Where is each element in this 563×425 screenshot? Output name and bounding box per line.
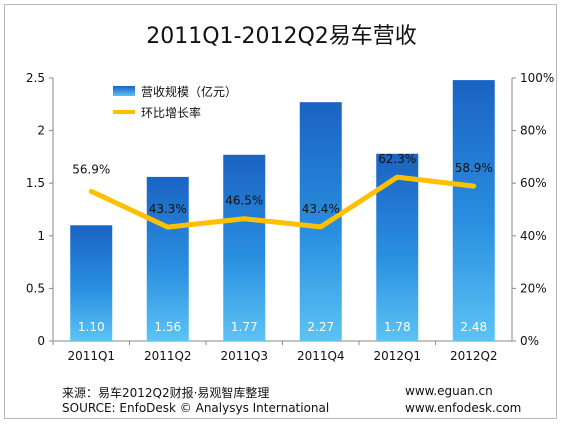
bar-2011Q3	[223, 154, 266, 341]
bar-value-label: 1.78	[384, 320, 411, 334]
growth-rate-label: 43.4%	[302, 202, 340, 216]
y-left-tick-label: 1	[37, 229, 45, 243]
footer-site-eguan: www.eguan.cn	[405, 384, 493, 398]
x-tick-label: 2011Q2	[144, 349, 192, 363]
bar-value-label: 1.77	[231, 320, 258, 334]
y-right-tick-label: 60%	[520, 176, 547, 190]
bar-value-label: 1.10	[78, 320, 105, 334]
x-tick-label: 2012Q1	[373, 349, 421, 363]
legend-line-label: 环比增长率	[141, 105, 201, 120]
x-tick-label: 2011Q3	[220, 349, 268, 363]
y-right-tick-label: 20%	[520, 281, 547, 295]
legend-bar-swatch	[113, 86, 135, 96]
footer-site-enfodesk: www.enfodesk.com	[405, 401, 522, 415]
y-left-tick-label: 0	[37, 334, 45, 348]
bar-value-label: 2.27	[307, 320, 334, 334]
legend-bar-label: 营收规模（亿元）	[141, 84, 237, 99]
x-tick-label: 2012Q2	[450, 349, 498, 363]
y-right-tick-label: 80%	[520, 124, 547, 138]
bar-2011Q2	[146, 176, 189, 341]
growth-rate-label: 58.9%	[455, 161, 493, 175]
chart-title: 2011Q1-2012Q2易车营收	[146, 24, 417, 49]
y-right-tick-label: 0%	[520, 334, 539, 348]
growth-rate-line	[88, 174, 477, 230]
growth-rate-label: 56.9%	[72, 162, 110, 176]
bar-value-label: 2.48	[460, 320, 487, 334]
y-left-tick-label: 1.5	[26, 176, 45, 190]
growth-rate-label: 62.3%	[378, 152, 416, 166]
x-tick-label: 2011Q1	[67, 349, 115, 363]
y-right-tick-label: 100%	[520, 71, 554, 85]
bar-2012Q1	[376, 153, 419, 341]
footer-source-en: SOURCE: EnfoDesk © Analysys Internationa…	[62, 401, 330, 415]
y-right-tick-label: 40%	[520, 229, 547, 243]
footer-source-cn: 来源：易车2012Q2财报·易观智库整理	[62, 386, 270, 400]
x-tick-label: 2011Q4	[297, 349, 345, 363]
bar-2011Q1	[70, 225, 113, 341]
bar-2012Q2	[452, 80, 495, 341]
y-left-tick-label: 2.5	[26, 71, 45, 85]
bar-value-label: 1.56	[154, 320, 181, 334]
y-left-tick-label: 2	[37, 124, 45, 138]
y-left-tick-label: 0.5	[26, 281, 45, 295]
growth-rate-label: 46.5%	[225, 194, 263, 208]
growth-rate-label: 43.3%	[149, 202, 187, 216]
bar-2011Q4	[299, 102, 342, 341]
